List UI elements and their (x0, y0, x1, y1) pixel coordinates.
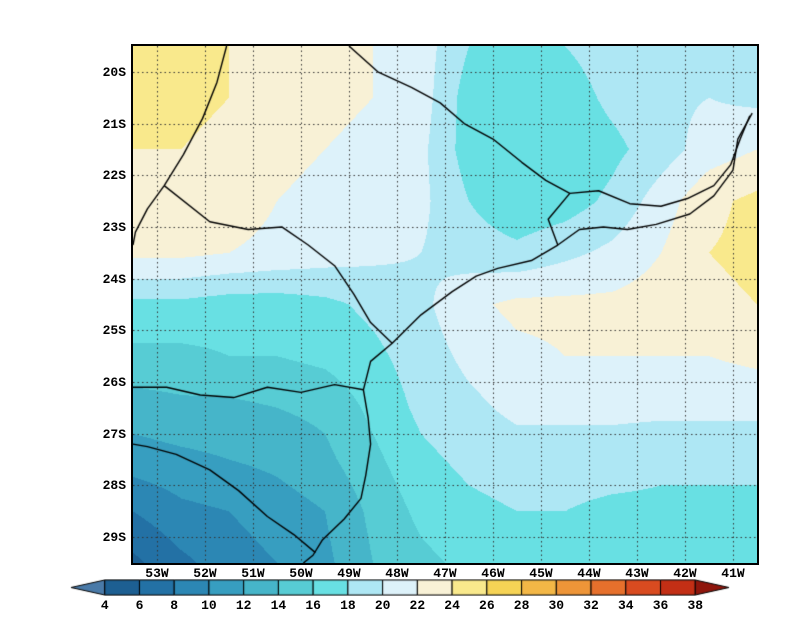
lat-tick-label: 21S (102, 116, 126, 132)
lon-tick-label: 43W (625, 566, 649, 581)
colorbar-tick-label: 30 (548, 598, 565, 613)
colorbar-tick-label: 36 (652, 598, 669, 613)
colorbar-tick-label: 4 (100, 598, 109, 613)
lon-tick-label: 46W (481, 566, 505, 581)
lon-tick-label: 51W (241, 566, 265, 581)
colorbar-canvas (70, 579, 730, 596)
colorbar-tick-label: 38 (687, 598, 704, 613)
colorbar-tick-label: 20 (374, 598, 391, 613)
lon-tick-label: 47W (433, 566, 457, 581)
lon-tick-label: 49W (337, 566, 361, 581)
colorbar-tick-label: 10 (201, 598, 217, 613)
colorbar-tick-label: 32 (583, 598, 599, 613)
lat-tick-label: 23S (102, 219, 126, 235)
lon-tick-label: 53W (145, 566, 169, 581)
colorbar-tick-label: 34 (617, 598, 634, 613)
lat-tick-label: 24S (102, 271, 126, 287)
colorbar-tick-label: 22 (409, 598, 426, 613)
map-frame (131, 44, 759, 565)
lon-tick-label: 41W (721, 566, 745, 581)
colorbar-tick-label: 18 (340, 598, 356, 613)
colorbar-tick-label: 28 (513, 598, 530, 613)
lon-tick-label: 42W (673, 566, 697, 581)
lon-tick-label: 45W (529, 566, 553, 581)
lon-tick-label: 44W (577, 566, 601, 581)
lon-tick-label: 50W (289, 566, 313, 581)
lat-tick-label: 29S (102, 530, 126, 546)
colorbar-tick-label: 6 (135, 598, 144, 613)
colorbar-tick-label: 14 (270, 598, 287, 613)
colorbar-tick-label: 24 (444, 598, 460, 613)
lon-tick-label: 48W (385, 566, 409, 581)
colorbar-tick-label: 8 (170, 598, 179, 613)
lat-tick-label: 20S (102, 64, 126, 80)
temperature-map-canvas (133, 46, 757, 563)
lon-tick-label: 52W (193, 566, 217, 581)
lat-tick-label: 28S (102, 478, 126, 494)
colorbar-tick-label: 26 (479, 598, 495, 613)
lat-tick-label: 22S (102, 168, 126, 184)
lat-tick-label: 25S (102, 323, 126, 339)
colorbar-tick-label: 12 (235, 598, 252, 613)
lat-tick-label: 26S (102, 375, 126, 391)
lat-tick-label: 27S (102, 426, 126, 442)
colorbar-tick-label: 16 (305, 598, 321, 613)
